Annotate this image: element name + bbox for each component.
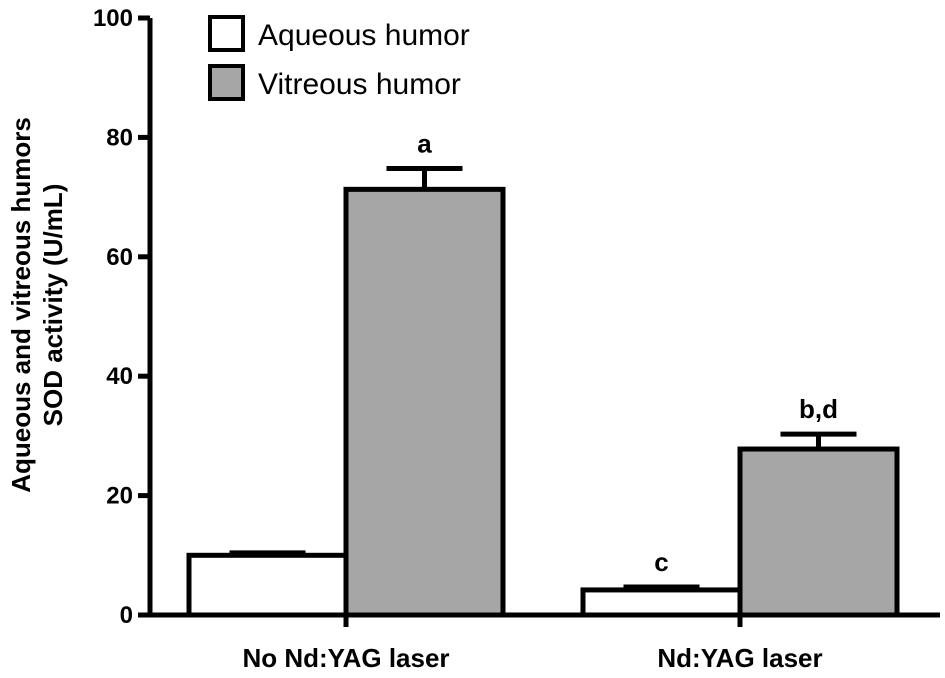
y-tick-label: 60 (106, 244, 133, 271)
significance-label: b,d (799, 394, 838, 424)
y-tick-label: 0 (120, 602, 133, 629)
legend: Aqueous humor Vitreous humor (208, 15, 470, 101)
bar (580, 587, 743, 618)
legend-swatch (208, 64, 245, 101)
legend-label: Aqueous humor (258, 19, 470, 52)
bars: a c b,d (186, 128, 900, 618)
bar (737, 446, 900, 618)
bar (186, 552, 349, 618)
significance-label: c (654, 547, 668, 577)
x-tick-label: Nd:YAG laser (657, 643, 822, 673)
y-tick-label: 100 (93, 5, 133, 32)
y-tick-label: 80 (106, 124, 133, 151)
bar (343, 186, 506, 618)
legend-label: Vitreous humor (258, 68, 461, 101)
legend-swatch (208, 15, 245, 52)
y-axis-label-line2: SOD activity (U/mL) (38, 184, 68, 427)
y-tick-label: 20 (106, 483, 133, 510)
y-tick-label: 40 (106, 363, 133, 390)
y-axis-label-line1: Aqueous and vitreous humors (6, 117, 36, 493)
x-tick-label: No Nd:YAG laser (242, 643, 449, 673)
significance-label: a (417, 128, 432, 158)
